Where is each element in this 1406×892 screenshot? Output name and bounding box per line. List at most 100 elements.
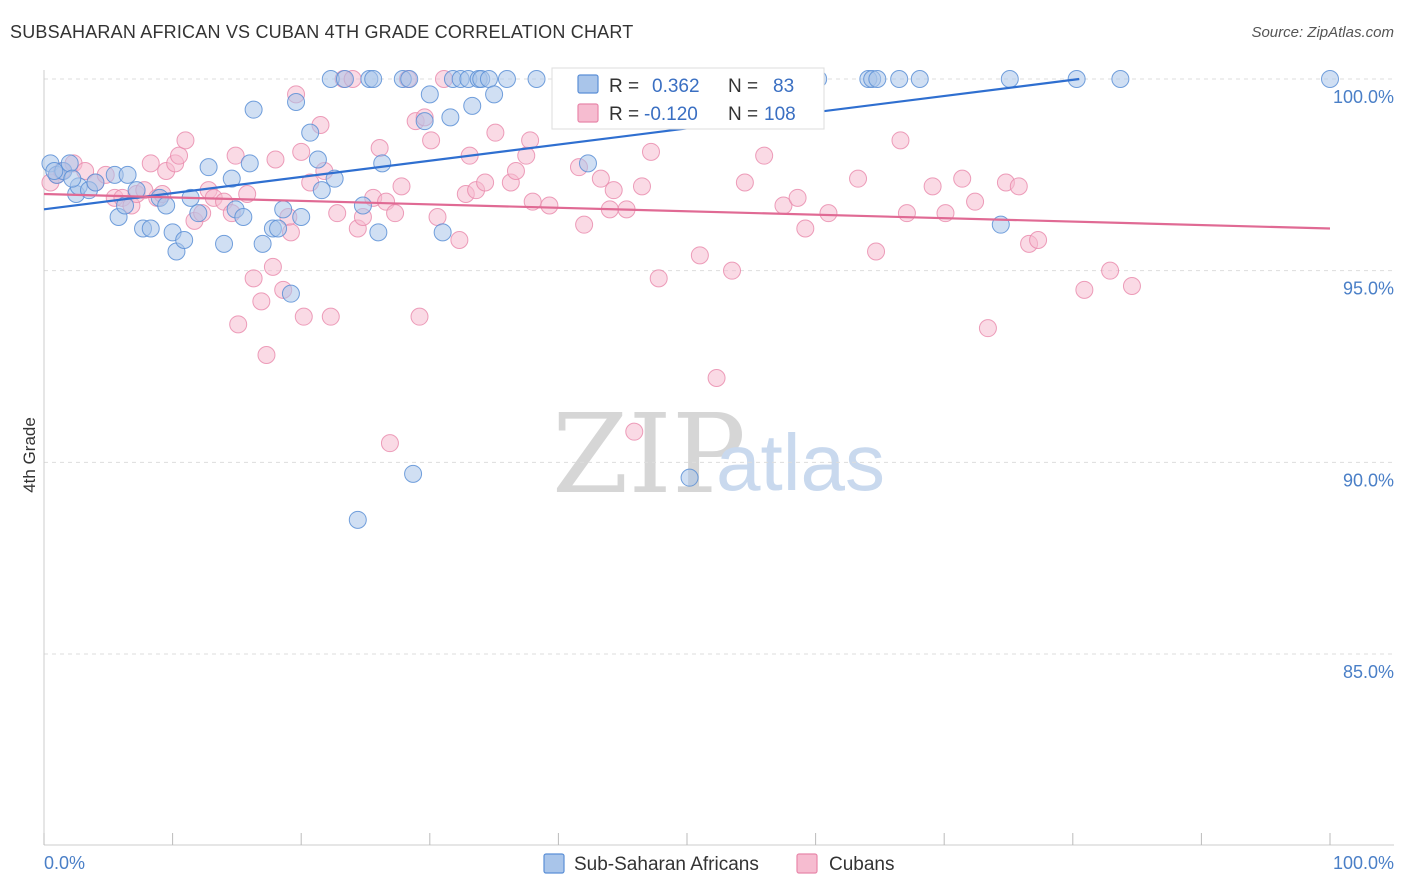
point-subsaharan [353,196,372,215]
point-subsaharan [240,154,259,173]
y-axis-title: 4th Grade [20,417,39,493]
point-subsaharan [1321,70,1339,88]
chart-title: SUBSAHARAN AFRICAN VS CUBAN 4TH GRADE CO… [10,22,634,42]
point-subsaharan [269,219,288,238]
point-subsaharan [497,70,516,88]
point-subsaharan [189,204,208,223]
point-subsaharan [281,284,300,303]
point-cubans [428,208,447,226]
stats-legend-swatch-blue [577,74,599,94]
point-subsaharan [157,196,176,215]
point-subsaharan [222,169,241,188]
point-cubans [321,307,340,326]
legend-label-subsaharan: Sub-Saharan Africans [574,854,759,875]
point-subsaharan [348,510,367,529]
point-cubans [1101,261,1120,280]
point-cubans [953,169,972,188]
stats-n-value-2: 108 [764,104,796,125]
point-subsaharan [400,70,419,88]
y-tick-label: 100.0% [1333,87,1394,107]
point-subsaharan [244,100,263,119]
point-subsaharan [890,70,909,88]
point-cubans [788,188,807,207]
point-cubans [723,261,742,280]
watermark-zip: ZIP [552,390,746,518]
point-cubans [1009,177,1028,196]
y-tick-labels: 100.0% 95.0% 90.0% 85.0% [1333,87,1394,682]
point-cubans [735,173,754,192]
point-subsaharan [141,219,160,238]
point-subsaharan [118,165,137,184]
legend-swatch-cubans [796,853,818,874]
point-cubans [575,215,594,234]
point-subsaharan [234,208,253,226]
point-subsaharan [578,154,597,173]
point-cubans [649,269,668,288]
point-cubans [891,131,910,150]
point-subsaharan [312,181,331,200]
point-cubans [923,177,942,196]
stats-legend: R = 0.362 N = 83 R = -0.120 N = 108 [551,67,825,130]
point-cubans [392,177,411,196]
point-subsaharan [274,200,293,219]
point-cubans [386,204,405,223]
point-subsaharan [60,154,79,173]
x-tick-label-left: 0.0% [44,853,85,873]
point-subsaharan [45,162,64,180]
x-tick-label-right: 100.0% [1333,853,1394,873]
point-subsaharan [325,169,344,188]
point-subsaharan [868,70,887,88]
trend-line-subsaharan [43,77,1080,211]
legend-label-cubans: Cubans [829,854,895,875]
bottom-legend: Sub-Saharan Africans Cubans [543,853,895,875]
watermark-atlas: atlas [716,418,885,507]
point-cubans [755,146,774,165]
stats-n-label-1: N = [728,76,758,97]
point-cubans [796,219,815,238]
point-cubans [1029,231,1048,249]
point-cubans [707,369,726,387]
point-cubans [966,192,985,211]
series-subsaharan-points [41,70,1339,529]
stats-r-label-2: R = [609,104,639,125]
point-cubans [263,257,282,276]
stats-r-value-1: 0.362 [652,76,700,97]
point-cubans [294,307,313,326]
point-cubans [370,139,389,157]
point-cubans [176,131,195,150]
point-subsaharan [441,108,460,127]
point-subsaharan [404,464,423,483]
point-subsaharan [1000,70,1019,88]
stats-r-value-2: -0.120 [644,104,698,125]
point-subsaharan [308,150,327,169]
point-cubans [604,181,623,200]
point-subsaharan [433,223,452,242]
stats-r-label-1: R = [609,76,639,97]
point-subsaharan [199,158,218,177]
point-subsaharan [335,70,354,88]
point-cubans [229,315,248,334]
point-subsaharan [910,70,929,88]
point-subsaharan [287,93,306,111]
x-axis-ticks [43,833,1331,845]
point-cubans [641,142,660,161]
stats-n-value-1: 83 [773,76,794,97]
point-subsaharan [301,123,320,142]
point-cubans [226,146,245,165]
point-cubans [540,196,559,215]
point-cubans [410,307,429,326]
point-subsaharan [63,169,82,188]
point-subsaharan [292,208,311,226]
point-subsaharan [415,112,434,131]
point-cubans [849,169,868,188]
stats-legend-swatch-pink [577,103,599,123]
y-tick-label: 85.0% [1343,662,1394,682]
point-subsaharan [175,231,194,249]
point-subsaharan [373,154,392,173]
point-subsaharan [420,85,439,104]
point-cubans [380,434,399,453]
point-cubans [292,142,311,161]
y-tick-label: 95.0% [1343,279,1394,299]
point-subsaharan [527,70,546,88]
